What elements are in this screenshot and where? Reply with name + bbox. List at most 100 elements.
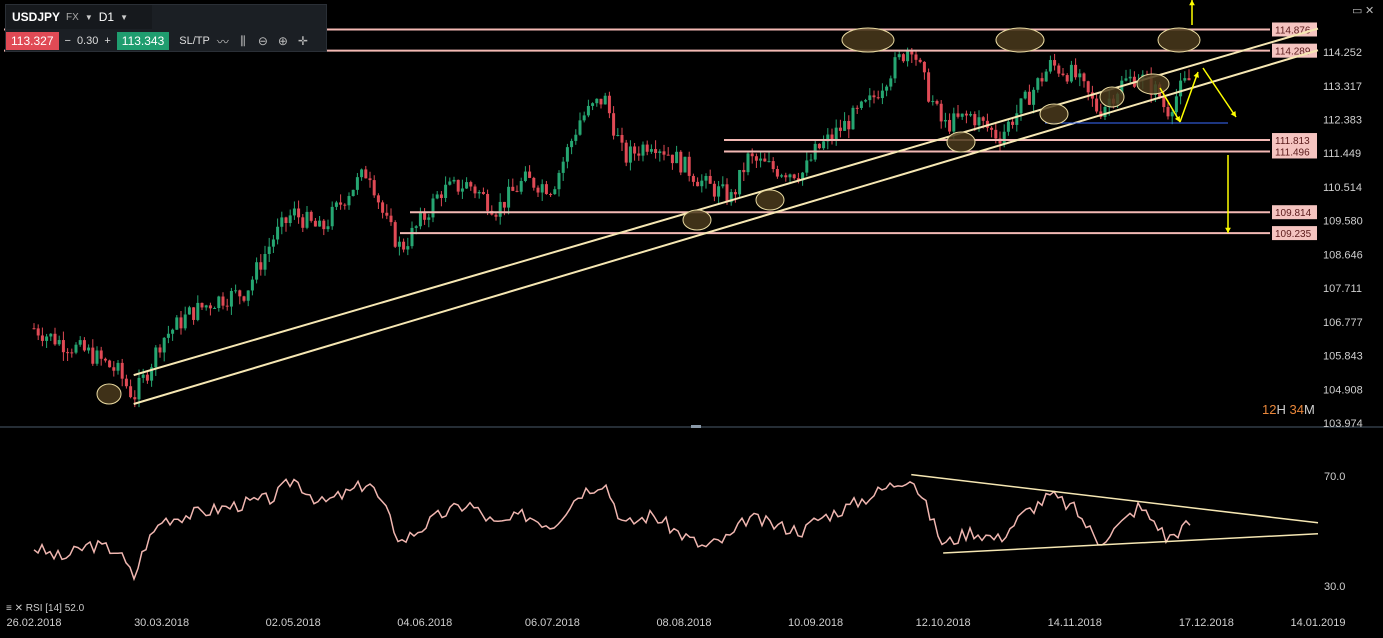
candle-body	[952, 113, 956, 132]
candle-body	[208, 305, 212, 309]
candle-body	[473, 186, 477, 194]
candle-body	[175, 317, 179, 330]
candle-body	[116, 362, 120, 371]
chevron-down-icon[interactable]: ▼	[120, 12, 128, 22]
candle-body	[318, 220, 322, 227]
candle-body	[469, 182, 473, 187]
candle-body	[355, 177, 359, 190]
candle-body	[82, 340, 86, 351]
arrow-head	[1193, 72, 1199, 78]
candle-body	[1162, 96, 1166, 108]
rsi-triangle-line	[911, 473, 1319, 524]
candle-body	[515, 190, 519, 192]
candle-body	[864, 100, 868, 102]
candle-body	[406, 246, 410, 250]
chevron-down-icon[interactable]: ▼	[84, 12, 93, 22]
zoom-in-icon[interactable]: ⊕	[277, 34, 288, 48]
menu-icon[interactable]: ≡	[6, 603, 12, 614]
candle-body	[229, 290, 233, 307]
candle-body	[960, 113, 964, 117]
candle-body	[641, 144, 645, 156]
buy-price-button[interactable]: 113.343	[116, 32, 170, 50]
candle-body	[284, 217, 288, 224]
candle-body	[477, 192, 481, 194]
candle-body	[801, 172, 805, 181]
pane-resize-handle	[691, 425, 701, 428]
candle-body	[574, 134, 578, 141]
candle-body	[565, 147, 569, 162]
candle-body	[137, 377, 141, 400]
symbol-label[interactable]: USDJPY	[12, 10, 61, 24]
candle-body	[456, 179, 460, 192]
candle-body	[935, 101, 939, 104]
candle-body	[885, 86, 889, 91]
rsi-indicator-label[interactable]: ≡ ✕ RSI [14] 52.0	[6, 603, 84, 614]
level-label-box	[1272, 144, 1317, 159]
sl-tp-button[interactable]: SL/TP	[179, 35, 210, 47]
candle-body	[784, 175, 788, 178]
candle-body	[645, 144, 649, 152]
candle-body	[658, 151, 662, 154]
candle-body	[171, 329, 175, 334]
candle-body	[108, 360, 112, 368]
candle-body	[788, 174, 792, 178]
candle-body	[1179, 80, 1183, 97]
candle-body	[133, 397, 137, 400]
candle-body	[217, 296, 221, 309]
candle-body	[502, 201, 506, 208]
candle-body	[725, 184, 729, 203]
minus-button[interactable]: −	[64, 35, 71, 47]
zoom-out-icon[interactable]: ⊖	[257, 34, 268, 48]
candle-body	[292, 208, 296, 216]
plus-button[interactable]: +	[104, 35, 111, 47]
candle-body	[843, 120, 847, 131]
candle-body	[112, 367, 116, 371]
candle-body	[607, 95, 611, 114]
candles-icon[interactable]: ⫼	[240, 33, 246, 48]
candle-body	[922, 61, 926, 73]
candle-body	[649, 149, 653, 152]
candle-body	[460, 188, 464, 192]
price-tick-label: 111.449	[1323, 148, 1361, 160]
touch-ellipse	[1039, 103, 1069, 125]
candle-body	[620, 134, 624, 143]
close-icon[interactable]: ✕	[14, 603, 24, 614]
sell-price-button[interactable]: 113.327	[6, 32, 59, 50]
touch-ellipse	[995, 27, 1045, 53]
candle-body	[1002, 131, 1006, 144]
candle-body	[582, 115, 586, 121]
candle-body	[1044, 71, 1048, 82]
market-label: FX	[66, 11, 79, 23]
candle-body	[103, 358, 107, 361]
candle-body	[544, 184, 548, 195]
candle-body	[99, 350, 103, 359]
candle-body	[309, 211, 313, 221]
candle-body	[1095, 98, 1099, 112]
candle-body	[1078, 73, 1082, 78]
candle-body	[990, 127, 994, 130]
timer-hours-unit: H	[1276, 402, 1286, 417]
close-icon[interactable]: ✕	[1365, 5, 1375, 17]
candle-body	[1036, 78, 1040, 90]
timeframe-label[interactable]: D1	[98, 10, 115, 24]
minimize-icon[interactable]: ▭	[1352, 5, 1363, 17]
candle-body	[771, 161, 775, 170]
candle-body	[670, 154, 674, 164]
candle-body	[154, 347, 158, 368]
crosshair-icon[interactable]: ✛	[297, 34, 308, 48]
candle-body	[334, 202, 338, 207]
change-value: 0.30	[76, 35, 99, 47]
line-chart-icon[interactable]: 〰	[216, 34, 229, 49]
candle-body	[200, 302, 204, 308]
candle-body	[360, 169, 364, 178]
candle-body	[721, 184, 725, 187]
candle-body	[1048, 60, 1052, 72]
candle-body	[696, 181, 700, 187]
candle-body	[196, 302, 200, 320]
candle-body	[691, 175, 695, 182]
candle-body	[410, 227, 414, 247]
candle-body	[859, 101, 863, 108]
candle-body	[712, 183, 716, 197]
candle-body	[187, 307, 191, 315]
